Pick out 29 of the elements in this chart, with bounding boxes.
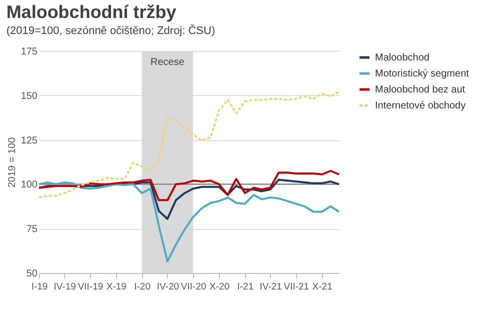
- x-tick-label: I-19: [31, 282, 48, 292]
- band-label: Recese: [150, 57, 185, 68]
- y-tick-label: 125: [20, 135, 38, 146]
- chart-subtitle: (2019=100, sezónně očištěno; Zdroj: ČSU): [6, 24, 216, 37]
- y-tick-label: 175: [20, 46, 38, 58]
- y-tick-label: 100: [20, 180, 38, 191]
- x-tick-label: I-21: [237, 282, 254, 292]
- y-tick-label: 50: [26, 268, 38, 280]
- x-tick-label: VII-20: [180, 282, 206, 292]
- y-tick-label: 150: [20, 90, 38, 102]
- line-series: [38, 90, 340, 199]
- x-tick-label: IV-21: [260, 282, 282, 292]
- x-tick-label: IV-20: [156, 282, 180, 292]
- x-tick-label: X-19: [106, 282, 126, 292]
- x-tick-label: VII-21: [284, 282, 310, 292]
- legend-label: Motoristický segment: [375, 68, 470, 80]
- x-tick-label: X-21: [312, 282, 332, 292]
- x-tick-label: IV-19: [54, 282, 76, 292]
- legend-label: Maloobchod: [375, 52, 430, 64]
- y-axis-title: 2019 = 100: [6, 136, 18, 188]
- x-tick-label: VII-19: [78, 282, 104, 292]
- chart-title: Maloobchodní tržby: [6, 2, 176, 22]
- line-series: [38, 170, 340, 202]
- x-tick-label: I-20: [134, 282, 151, 292]
- x-tick-label: X-20: [209, 282, 230, 292]
- line-series: [38, 181, 340, 262]
- legend-label: Internetové obchody: [375, 100, 466, 112]
- legend-label: Maloobchod bez aut: [375, 84, 466, 96]
- y-tick-label: 75: [26, 224, 38, 236]
